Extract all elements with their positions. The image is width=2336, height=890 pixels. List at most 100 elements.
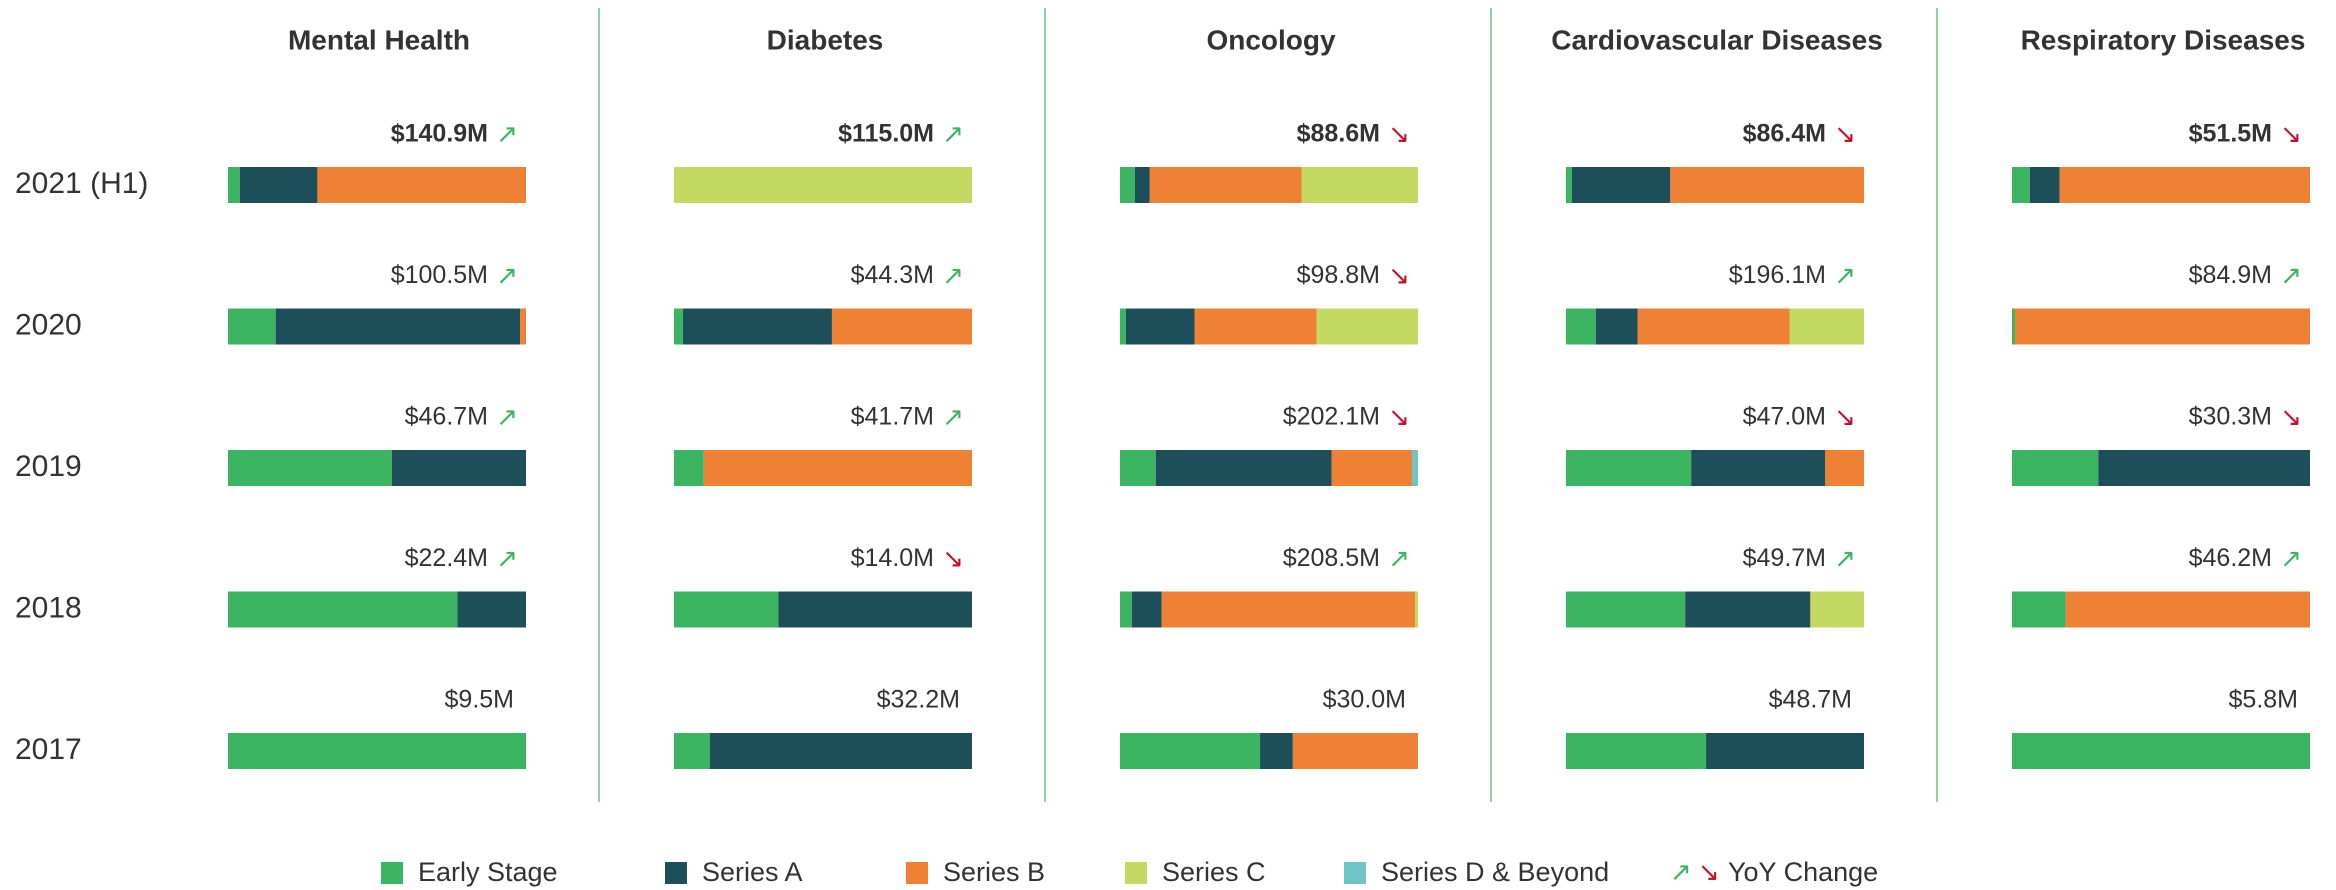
yoy-arrow: ↘ [2280,120,2302,150]
yoy-arrow: ↗ [496,403,518,433]
bar-segment [1120,167,1135,203]
legend-up: ↗ [1670,858,1692,888]
bar-segment [275,308,521,345]
bar-segment [520,308,526,345]
bar-segment [2065,591,2310,628]
total-label: $22.4M [405,544,488,572]
bar-segment [2012,450,2099,486]
panel-title: Respiratory Diseases [2021,24,2306,55]
bar-segment [1637,308,1790,345]
total-label: $46.7M [405,403,488,431]
bar-segment [2059,167,2310,203]
panel-title: Mental Health [288,24,470,55]
row-label: 2021 (H1) [15,167,148,200]
bar-segment [1120,591,1132,628]
yoy-arrow: ↗ [496,120,518,150]
total-label: $115.0M [838,120,934,148]
legend-swatch [665,862,687,884]
bar-segment [457,591,526,628]
total-label: $9.5M [445,686,514,714]
bar-segment [1685,591,1811,628]
total-label: $84.9M [2189,261,2272,289]
bar-segment [228,591,458,628]
total-label: $32.2M [877,686,960,714]
bar-segment [1155,450,1332,486]
yoy-arrow: ↗ [942,403,964,433]
bar-segment [1260,733,1293,769]
total-label: $30.0M [1323,686,1406,714]
bar-segment [1566,167,1572,203]
total-label: $5.8M [2229,686,2298,714]
bar-segment [1566,733,1707,769]
yoy-arrow: ↘ [1388,261,1410,291]
bar-segment [1706,733,1864,769]
legend-swatch [381,862,403,884]
legend-label: Early Stage [418,857,558,887]
bar-segment [674,450,704,486]
bar-segment [1194,308,1317,345]
bar-segment [1316,308,1418,345]
bar-segment [2098,450,2310,486]
legend-label: Series C [1162,857,1266,887]
bar-segment [1571,167,1671,203]
legend-swatch [1125,862,1147,884]
bar-segment [1301,167,1418,203]
total-label: $46.2M [2189,544,2272,572]
bar-segment [2029,167,2060,203]
yoy-arrow: ↘ [942,544,964,574]
total-label: $98.8M [1297,261,1380,289]
row-label: 2019 [15,450,82,483]
yoy-arrow: ↗ [1834,261,1856,291]
total-label: $30.3M [2189,403,2272,431]
bar-segment [1120,733,1261,769]
bar-segment [1415,591,1418,628]
yoy-arrow: ↗ [942,120,964,150]
bar-segment [2012,167,2030,203]
total-label: $48.7M [1769,686,1852,714]
total-label: $86.4M [1743,120,1826,148]
total-label: $51.5M [2189,120,2272,148]
bar-segment [228,733,526,769]
bar-segment [674,733,710,769]
bar-segment [703,450,972,486]
bar-segment [1691,450,1826,486]
yoy-arrow: ↘ [2280,403,2302,433]
bar-segment [228,167,240,203]
bar-segment [317,167,526,203]
legend-swatch [906,862,928,884]
bar-segment [1149,167,1302,203]
bar-segment [1566,591,1686,628]
bar-segment [1789,308,1864,345]
bar-segment [2014,308,2310,345]
panel-title: Oncology [1206,24,1336,55]
row-label: 2018 [15,591,82,624]
bar-segment [1810,591,1864,628]
bar-segment [1566,450,1692,486]
yoy-arrow: ↗ [1834,544,1856,574]
panel-title: Diabetes [767,24,884,55]
bar-segment [2012,733,2310,769]
bar-segment [228,450,392,486]
bar-segment [1670,167,1864,203]
legend-label: Series B [943,857,1045,887]
total-label: $202.1M [1283,403,1380,431]
bar-segment [1120,450,1156,486]
yoy-arrow: ↗ [2280,261,2302,291]
bar-segment [1412,450,1418,486]
bar-segment [778,591,972,628]
total-label: $41.7M [851,403,934,431]
bar-segment [239,167,318,203]
legend-down: ↘ [1698,858,1720,888]
total-label: $196.1M [1729,261,1826,289]
bar-segment [1566,308,1596,345]
total-label: $44.3M [851,261,934,289]
bar-segment [1125,308,1195,345]
yoy-arrow: ↘ [1388,120,1410,150]
panel-title: Cardiovascular Diseases [1551,24,1883,55]
bar-segment [2012,308,2015,345]
bar-segment [831,308,972,345]
bar-segment [1134,167,1150,203]
total-label: $49.7M [1743,544,1826,572]
total-label: $208.5M [1283,544,1380,572]
